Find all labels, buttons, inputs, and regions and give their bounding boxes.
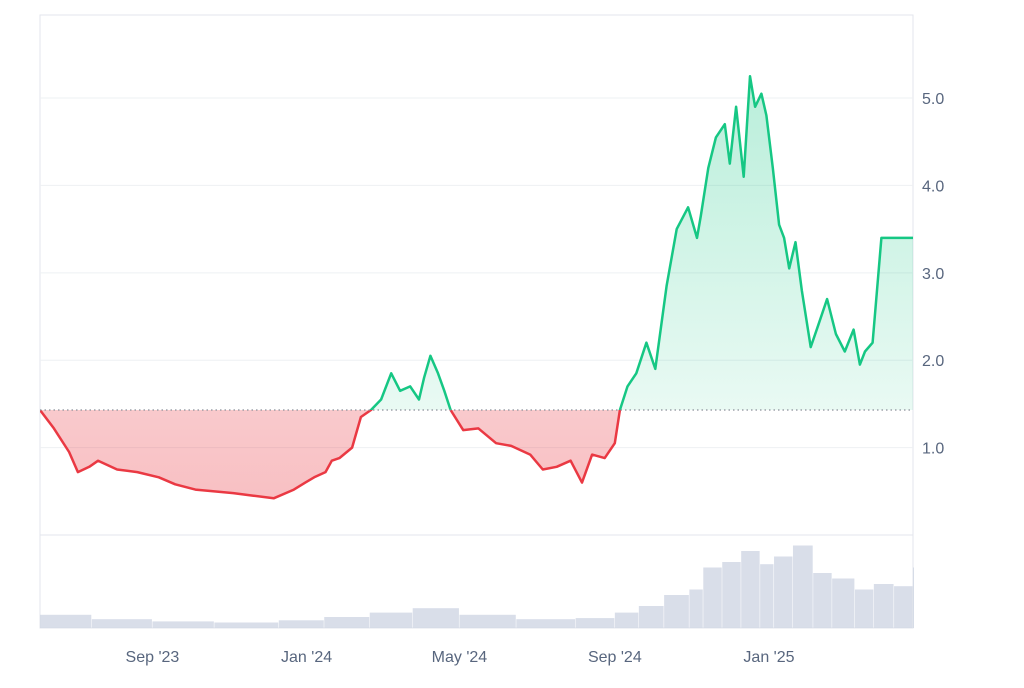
x-tick-label: Sep '24 xyxy=(588,649,642,666)
volume-bar xyxy=(459,614,516,628)
volume-bar xyxy=(894,586,913,628)
volume-bar xyxy=(760,564,774,628)
area-above-baseline xyxy=(40,76,913,411)
volume-bar xyxy=(638,606,664,628)
volume-bar xyxy=(689,589,703,628)
volume-bar xyxy=(40,614,92,628)
y-tick-label: 2.0 xyxy=(922,353,944,370)
y-tick-label: 3.0 xyxy=(922,266,944,283)
volume-bar xyxy=(722,562,741,628)
x-tick-label: Jan '25 xyxy=(743,649,794,666)
y-axis: 1.0 2.0 3.0 4.0 5.0 xyxy=(922,91,944,458)
x-tick-label: May '24 xyxy=(432,649,488,666)
area-below-baseline xyxy=(40,410,620,499)
price-lines[interactable] xyxy=(40,74,913,500)
volume-bar xyxy=(813,573,832,628)
volume-bar xyxy=(873,584,894,628)
y-tick-label: 4.0 xyxy=(922,178,944,195)
volume-bar xyxy=(324,617,370,628)
volume-bar xyxy=(152,621,214,628)
price-area xyxy=(40,76,913,499)
x-tick-label: Sep '23 xyxy=(126,649,180,666)
volume-bar xyxy=(278,620,324,628)
volume-bar xyxy=(664,595,689,628)
y-tick-label: 1.0 xyxy=(922,441,944,458)
volume-bar xyxy=(832,578,855,628)
volume-bar xyxy=(516,619,576,628)
x-axis: Sep '23 Jan '24 May '24 Sep '24 Jan '25 xyxy=(126,649,795,666)
volume-bar xyxy=(774,556,793,628)
volume-bar xyxy=(412,608,459,628)
volume-bar xyxy=(575,618,615,628)
volume-bar xyxy=(214,622,279,628)
volume-bar xyxy=(369,612,413,628)
price-line-up xyxy=(40,74,913,411)
x-tick-label: Jan '24 xyxy=(281,649,332,666)
volume-bar xyxy=(614,612,639,628)
y-tick-label: 5.0 xyxy=(922,91,944,108)
price-line-down xyxy=(40,410,622,500)
volume-bar xyxy=(792,545,813,628)
volume-bar xyxy=(703,567,722,628)
volume-bar xyxy=(91,619,152,628)
volume-bar xyxy=(854,589,874,628)
volume-bars xyxy=(40,545,914,628)
volume-bar xyxy=(741,551,760,628)
volume-bar xyxy=(913,567,914,628)
